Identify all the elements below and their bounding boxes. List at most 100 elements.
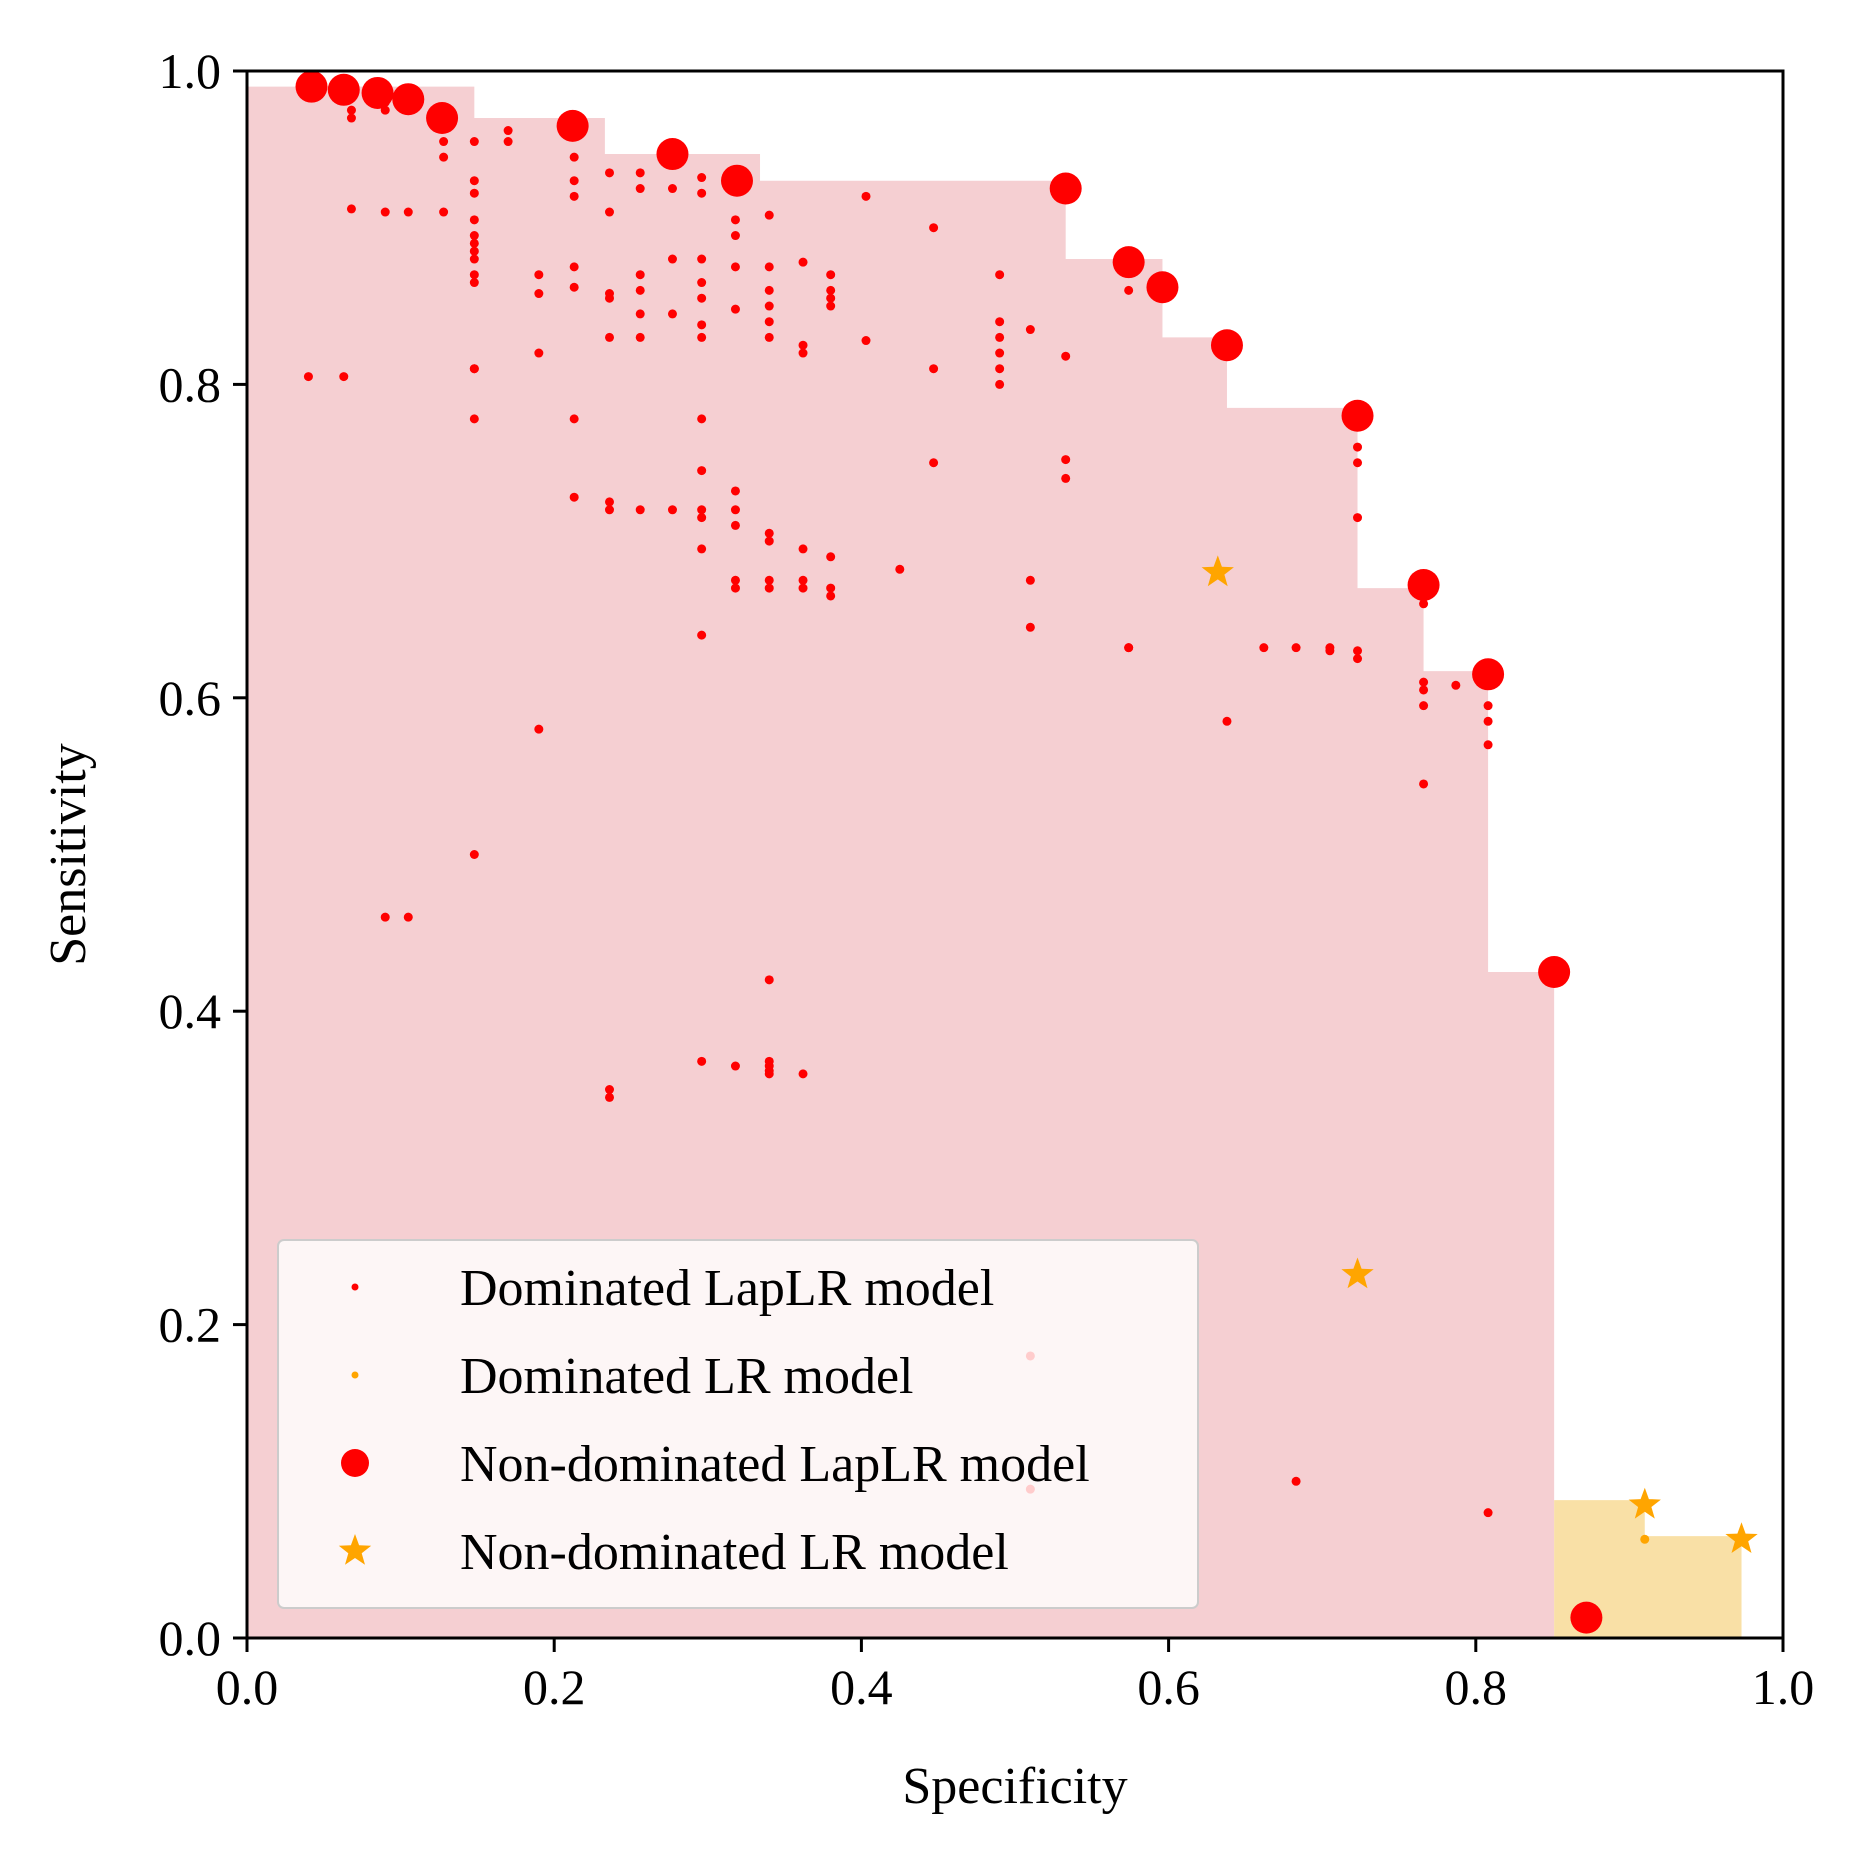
dominated-laplr-point — [798, 544, 808, 554]
non-dominated-laplr-point — [1341, 399, 1374, 432]
dominated-laplr-point — [697, 1056, 707, 1066]
legend-label: Dominated LR model — [460, 1348, 913, 1405]
dominated-laplr-point — [534, 270, 544, 280]
dominated-laplr-point — [439, 137, 449, 147]
non-dominated-laplr-point — [720, 164, 753, 197]
legend-label: Non-dominated LR model — [460, 1524, 1009, 1581]
dominated-laplr-point — [1353, 513, 1363, 523]
legend: Dominated LapLR model Dominated LR model… — [277, 1239, 1199, 1609]
dominated-laplr-point — [1419, 701, 1429, 711]
dominated-laplr-point — [764, 210, 774, 220]
x-tick-label: 0.6 — [1137, 1659, 1200, 1715]
dominated-laplr-point — [730, 231, 740, 241]
non-dominated-laplr-point — [656, 138, 689, 171]
dominated-laplr-point — [569, 152, 579, 162]
dominated-laplr-point — [826, 270, 836, 280]
dominated-laplr-point — [764, 575, 774, 585]
dominated-laplr-point — [604, 505, 614, 515]
dominated-laplr-point — [861, 336, 871, 346]
dominated-laplr-point — [1419, 685, 1429, 695]
non-dominated-laplr-point — [1472, 658, 1505, 691]
dominated-laplr-point — [1222, 716, 1232, 726]
legend-marker-star-icon — [338, 1534, 372, 1565]
dominated-laplr-point — [469, 270, 479, 280]
dominated-laplr-point — [929, 458, 939, 468]
dominated-laplr-point — [764, 583, 774, 593]
dominated-region — [1554, 1500, 1742, 1638]
dominated-laplr-point — [439, 152, 449, 162]
dominated-laplr-point — [1353, 646, 1363, 656]
legend-item-non-dominated-lr: Non-dominated LR model — [338, 1524, 1009, 1581]
dominated-laplr-point — [534, 724, 544, 734]
dominated-laplr-point — [604, 1085, 614, 1095]
non-dominated-laplr-point — [1407, 568, 1440, 601]
dominated-laplr-point — [569, 492, 579, 502]
data-points — [295, 70, 1758, 1634]
legend-item-dominated-lr: Dominated LR model — [351, 1348, 913, 1405]
dominated-laplr-point — [826, 591, 836, 601]
dominated-laplr-point — [764, 332, 774, 342]
dominated-laplr-point — [764, 975, 774, 985]
dominated-laplr-point — [1483, 701, 1493, 711]
dominated-laplr-point — [764, 536, 774, 546]
y-axis-label: Sensitivity — [40, 743, 97, 965]
non-dominated-laplr-point — [1538, 956, 1571, 989]
dominated-laplr-point — [730, 304, 740, 314]
dominated-laplr-point — [635, 309, 645, 319]
dominated-laplr-point — [697, 254, 707, 264]
dominated-laplr-point — [995, 270, 1005, 280]
x-tick-label: 0.0 — [216, 1659, 279, 1715]
dominated-laplr-point — [469, 364, 479, 374]
dominated-laplr-point — [604, 293, 614, 303]
non-dominated-laplr-point — [1146, 271, 1179, 304]
dominated-laplr-point — [1419, 599, 1429, 609]
dominated-laplr-point — [1353, 442, 1363, 452]
plot-frame — [245, 69, 1785, 1640]
dominated-laplr-point — [1483, 1508, 1493, 1518]
legend-label: Non-dominated LapLR model — [460, 1436, 1090, 1493]
x-tick-label: 1.0 — [1752, 1659, 1815, 1715]
dominated-laplr-point — [826, 552, 836, 562]
dominated-laplr-point — [469, 188, 479, 198]
dominated-laplr-point — [929, 223, 939, 233]
dominated-laplr-point — [469, 850, 479, 859]
dominated-laplr-point — [730, 1061, 740, 1071]
legend-marker-large-dot — [341, 1449, 369, 1477]
dominated-laplr-point — [1259, 643, 1269, 653]
dominated-laplr-point — [995, 379, 1005, 389]
legend-box — [277, 1239, 1199, 1609]
dominated-laplr-point — [826, 301, 836, 311]
dominated-laplr-point — [1124, 285, 1134, 295]
dominated-laplr-point — [764, 285, 774, 295]
dominated-laplr-point — [1483, 716, 1493, 726]
dominated-laplr-point — [1483, 740, 1493, 750]
dominated-laplr-point — [895, 564, 905, 574]
dominated-laplr-point — [1124, 643, 1134, 653]
dominated-laplr-point — [1353, 458, 1363, 468]
non-dominated-lr-star — [1725, 1522, 1758, 1553]
dominated-laplr-point — [569, 282, 579, 292]
dominated-laplr-point — [798, 583, 808, 593]
dominated-laplr-point — [1061, 351, 1071, 361]
dominated-laplr-point — [764, 262, 774, 272]
dominated-laplr-point — [380, 207, 390, 217]
dominated-laplr-point — [534, 348, 544, 358]
dominated-laplr-point — [764, 528, 774, 538]
dominated-laplr-point — [826, 583, 836, 593]
dominated-laplr-point — [635, 332, 645, 342]
dominated-laplr-point — [667, 309, 677, 319]
y-tick-label: 0.0 — [159, 1610, 222, 1666]
dominated-laplr-point — [798, 1069, 808, 1079]
dominated-laplr-point — [730, 575, 740, 585]
dominated-laplr-point — [798, 257, 808, 267]
dominated-laplr-point — [1419, 677, 1429, 687]
dominated-laplr-point — [1291, 643, 1301, 653]
dominated-laplr-point — [604, 1092, 614, 1102]
dominated-laplr-point — [798, 348, 808, 358]
non-dominated-laplr-point — [426, 102, 459, 135]
dominated-laplr-point — [503, 126, 513, 136]
dominated-laplr-point — [861, 191, 871, 201]
dominated-laplr-point — [826, 285, 836, 295]
non-dominated-lr-star — [1341, 1257, 1374, 1289]
dominated-laplr-point — [1353, 654, 1363, 664]
